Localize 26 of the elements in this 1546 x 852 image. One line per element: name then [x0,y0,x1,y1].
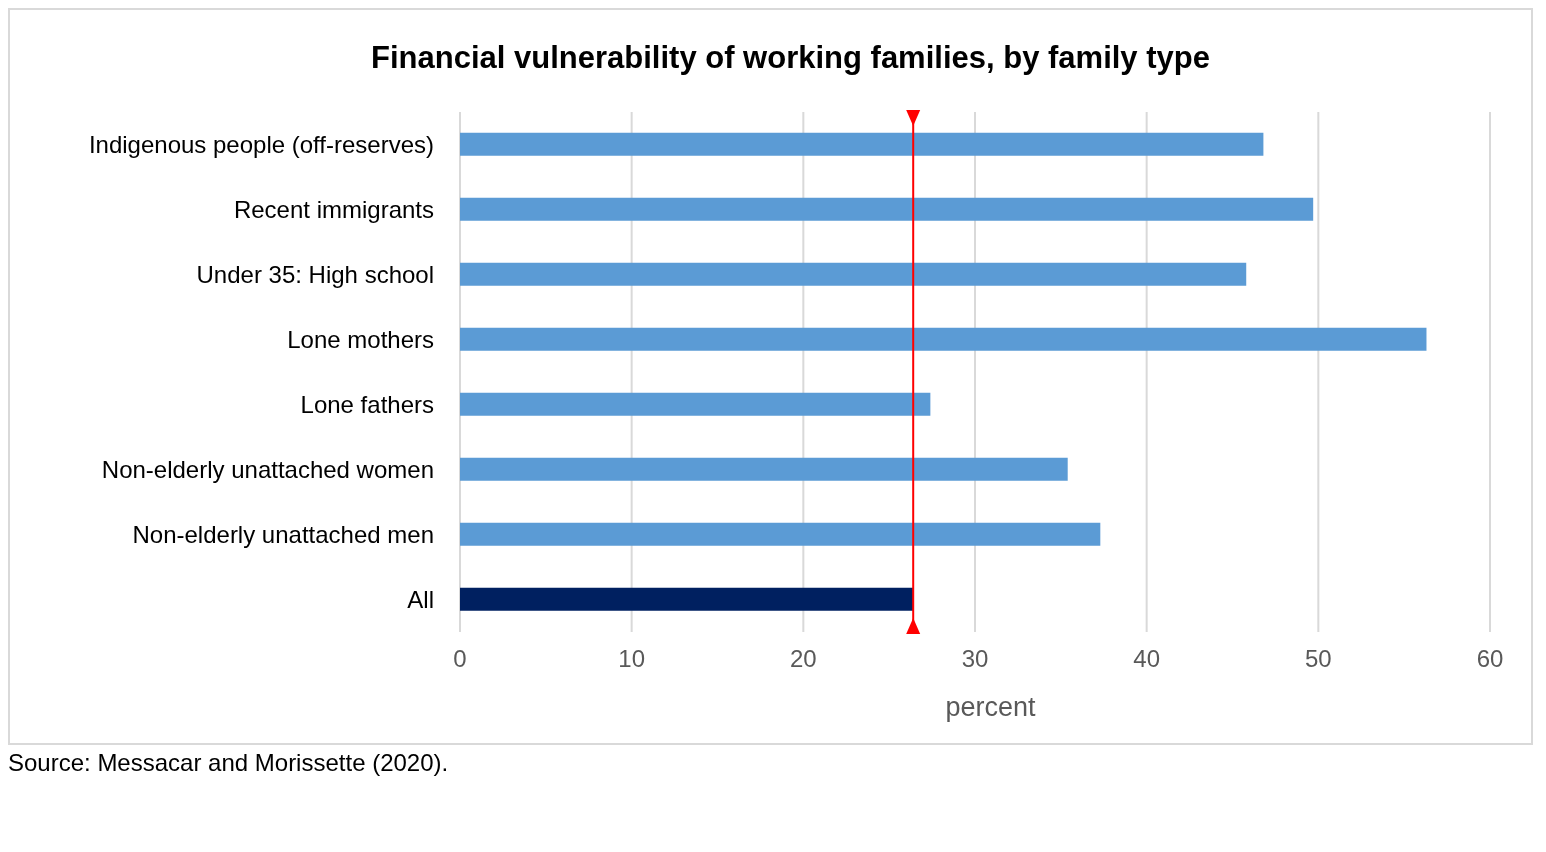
y-tick-label: Recent immigrants [233,196,434,224]
x-tick-label: 0 [453,645,467,673]
x-tick-label: 20 [789,645,817,673]
bar [460,522,1101,546]
y-tick-label: Non-elderly unattached women [101,456,434,484]
y-tick-label: Lone mothers [287,326,434,354]
x-tick-label: 10 [618,645,646,673]
bar [460,132,1264,156]
x-tick-label: 50 [1304,645,1332,673]
x-tick-label: 60 [1476,645,1504,673]
bar [460,392,931,416]
bar [460,327,1427,351]
source-note: Source: Messacar and Morissette (2020). [8,749,450,777]
x-axis-title: percent [944,692,1037,723]
x-tick-label: 30 [961,645,989,673]
bar [460,457,1068,481]
chart-title: Financial vulnerability of working families, by family type [370,40,1211,76]
y-tick-label: Lone fathers [300,391,434,419]
y-tick-label: Indigenous people (off-reserves) [88,131,434,159]
bar [460,587,914,611]
y-tick-label: Under 35: High school [196,261,434,289]
y-tick-label: Non-elderly unattached men [132,521,434,549]
bar [460,197,1314,221]
x-tick-label: 40 [1133,645,1161,673]
bar [460,262,1247,286]
y-tick-label: All [407,586,434,614]
